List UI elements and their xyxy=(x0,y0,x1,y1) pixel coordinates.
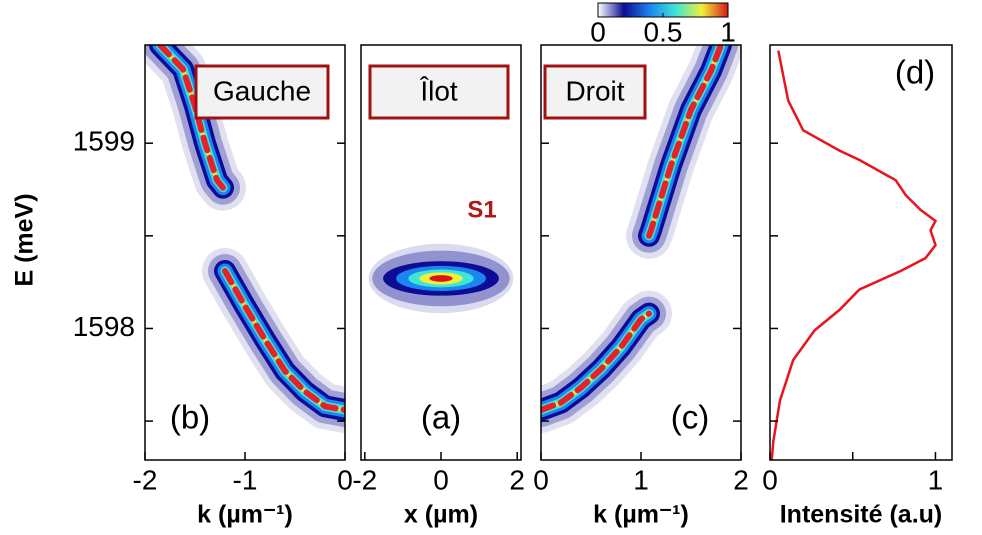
intensity-spot xyxy=(429,275,453,282)
x-tick-label: 1 xyxy=(633,464,649,495)
panel-frame xyxy=(769,44,953,461)
x-tick-label: -1 xyxy=(233,464,258,495)
colorbar-tick-label: 0.5 xyxy=(644,16,683,47)
panel-label: (b) xyxy=(170,399,210,436)
box-label: Gauche xyxy=(213,75,311,106)
x-tick-label: 1 xyxy=(928,464,944,495)
y-axis-title: E (meV) xyxy=(11,193,39,286)
box-label: Droit xyxy=(565,75,624,106)
x-axis-title: k (µm⁻¹) xyxy=(197,501,293,529)
colorbar-tick-label: 1 xyxy=(720,16,736,47)
x-tick-label: -2 xyxy=(352,464,377,495)
x-axis-title: x (µm) xyxy=(404,501,478,529)
x-tick-label: 0 xyxy=(433,464,449,495)
x-tick-label: 0 xyxy=(337,464,353,495)
x-tick-label: 0 xyxy=(533,464,549,495)
fit-line xyxy=(157,45,226,191)
x-tick-label: 2 xyxy=(733,464,749,495)
plot-area xyxy=(145,45,345,433)
plot-area xyxy=(541,45,741,433)
colorbar-tick-label: 0 xyxy=(590,16,606,47)
panel-background xyxy=(770,45,952,460)
fit-line xyxy=(222,268,345,413)
y-tick-label: 1599 xyxy=(73,126,135,157)
fit-line xyxy=(541,310,652,413)
box-label: Îlot xyxy=(419,75,458,106)
x-axis-title: k (µm⁻¹) xyxy=(593,501,689,529)
annotation: S1 xyxy=(467,196,496,223)
x-tick-label: -2 xyxy=(133,464,158,495)
label-box xyxy=(194,64,330,120)
label-box xyxy=(543,64,647,120)
x-tick-label: 2 xyxy=(509,464,525,495)
plot-area xyxy=(368,243,514,314)
panel-label: (c) xyxy=(671,399,709,436)
label-box xyxy=(368,64,510,120)
y-tick-label: 1598 xyxy=(73,311,135,342)
plot-area xyxy=(770,50,938,460)
fit-line xyxy=(646,45,724,239)
intensity-line xyxy=(770,50,938,460)
x-tick-label: 0 xyxy=(762,464,778,495)
panel-label: (a) xyxy=(421,399,461,436)
panel-label: (d) xyxy=(895,54,935,91)
x-axis-title: Intensité (a.u) xyxy=(780,501,943,529)
